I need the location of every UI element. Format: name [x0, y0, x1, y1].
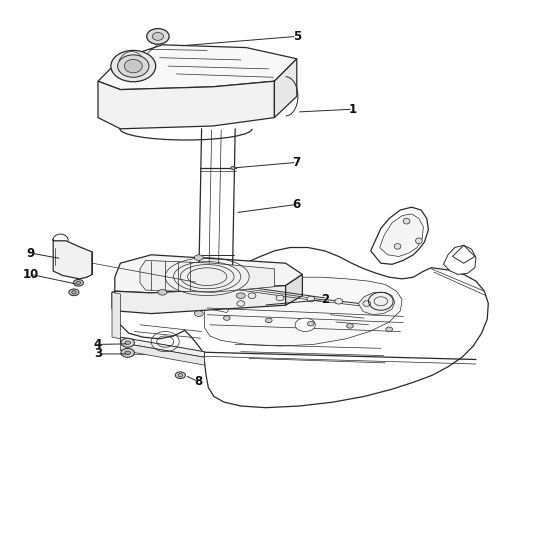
Polygon shape: [371, 207, 428, 264]
Polygon shape: [358, 292, 395, 315]
Ellipse shape: [121, 348, 134, 357]
Polygon shape: [115, 286, 286, 314]
Polygon shape: [204, 277, 402, 346]
Ellipse shape: [386, 327, 393, 332]
Ellipse shape: [194, 311, 203, 316]
Ellipse shape: [72, 291, 76, 294]
Polygon shape: [115, 255, 302, 293]
Ellipse shape: [147, 29, 169, 44]
Ellipse shape: [307, 296, 315, 302]
Polygon shape: [452, 245, 475, 263]
Text: 10: 10: [22, 268, 39, 281]
Text: 4: 4: [94, 338, 102, 351]
Ellipse shape: [125, 341, 130, 344]
Polygon shape: [98, 81, 274, 129]
Text: 6: 6: [293, 198, 301, 211]
Text: 2: 2: [321, 293, 329, 306]
Ellipse shape: [231, 166, 235, 170]
Polygon shape: [98, 45, 297, 90]
Ellipse shape: [295, 318, 315, 332]
Ellipse shape: [248, 293, 256, 298]
Ellipse shape: [363, 301, 371, 306]
Text: 8: 8: [195, 375, 203, 389]
Polygon shape: [286, 274, 302, 305]
Ellipse shape: [265, 318, 272, 323]
Polygon shape: [112, 292, 120, 339]
Ellipse shape: [237, 301, 245, 306]
Ellipse shape: [124, 59, 142, 73]
Ellipse shape: [158, 290, 167, 295]
Ellipse shape: [178, 374, 183, 377]
Ellipse shape: [276, 295, 284, 301]
Text: 9: 9: [27, 246, 35, 260]
Text: 3: 3: [94, 347, 102, 361]
Polygon shape: [53, 240, 92, 279]
Polygon shape: [112, 248, 488, 408]
Ellipse shape: [111, 50, 156, 82]
Ellipse shape: [307, 321, 314, 326]
Ellipse shape: [403, 218, 410, 224]
Ellipse shape: [194, 255, 203, 260]
Ellipse shape: [118, 55, 149, 77]
Ellipse shape: [236, 293, 245, 298]
Polygon shape: [444, 245, 476, 274]
Text: 5: 5: [293, 30, 301, 43]
Ellipse shape: [121, 338, 134, 347]
Text: 7: 7: [293, 156, 301, 169]
Polygon shape: [274, 59, 297, 118]
Ellipse shape: [394, 244, 401, 249]
Ellipse shape: [69, 289, 79, 296]
Ellipse shape: [416, 238, 422, 244]
Ellipse shape: [76, 281, 81, 284]
Text: 1: 1: [349, 102, 357, 116]
Polygon shape: [140, 260, 274, 292]
Ellipse shape: [73, 279, 83, 286]
Polygon shape: [120, 343, 204, 365]
Ellipse shape: [152, 32, 164, 40]
Ellipse shape: [335, 298, 343, 304]
Ellipse shape: [175, 372, 185, 379]
Ellipse shape: [347, 324, 353, 328]
Polygon shape: [120, 337, 204, 357]
Ellipse shape: [223, 316, 230, 320]
Polygon shape: [380, 214, 423, 256]
Ellipse shape: [125, 351, 130, 354]
